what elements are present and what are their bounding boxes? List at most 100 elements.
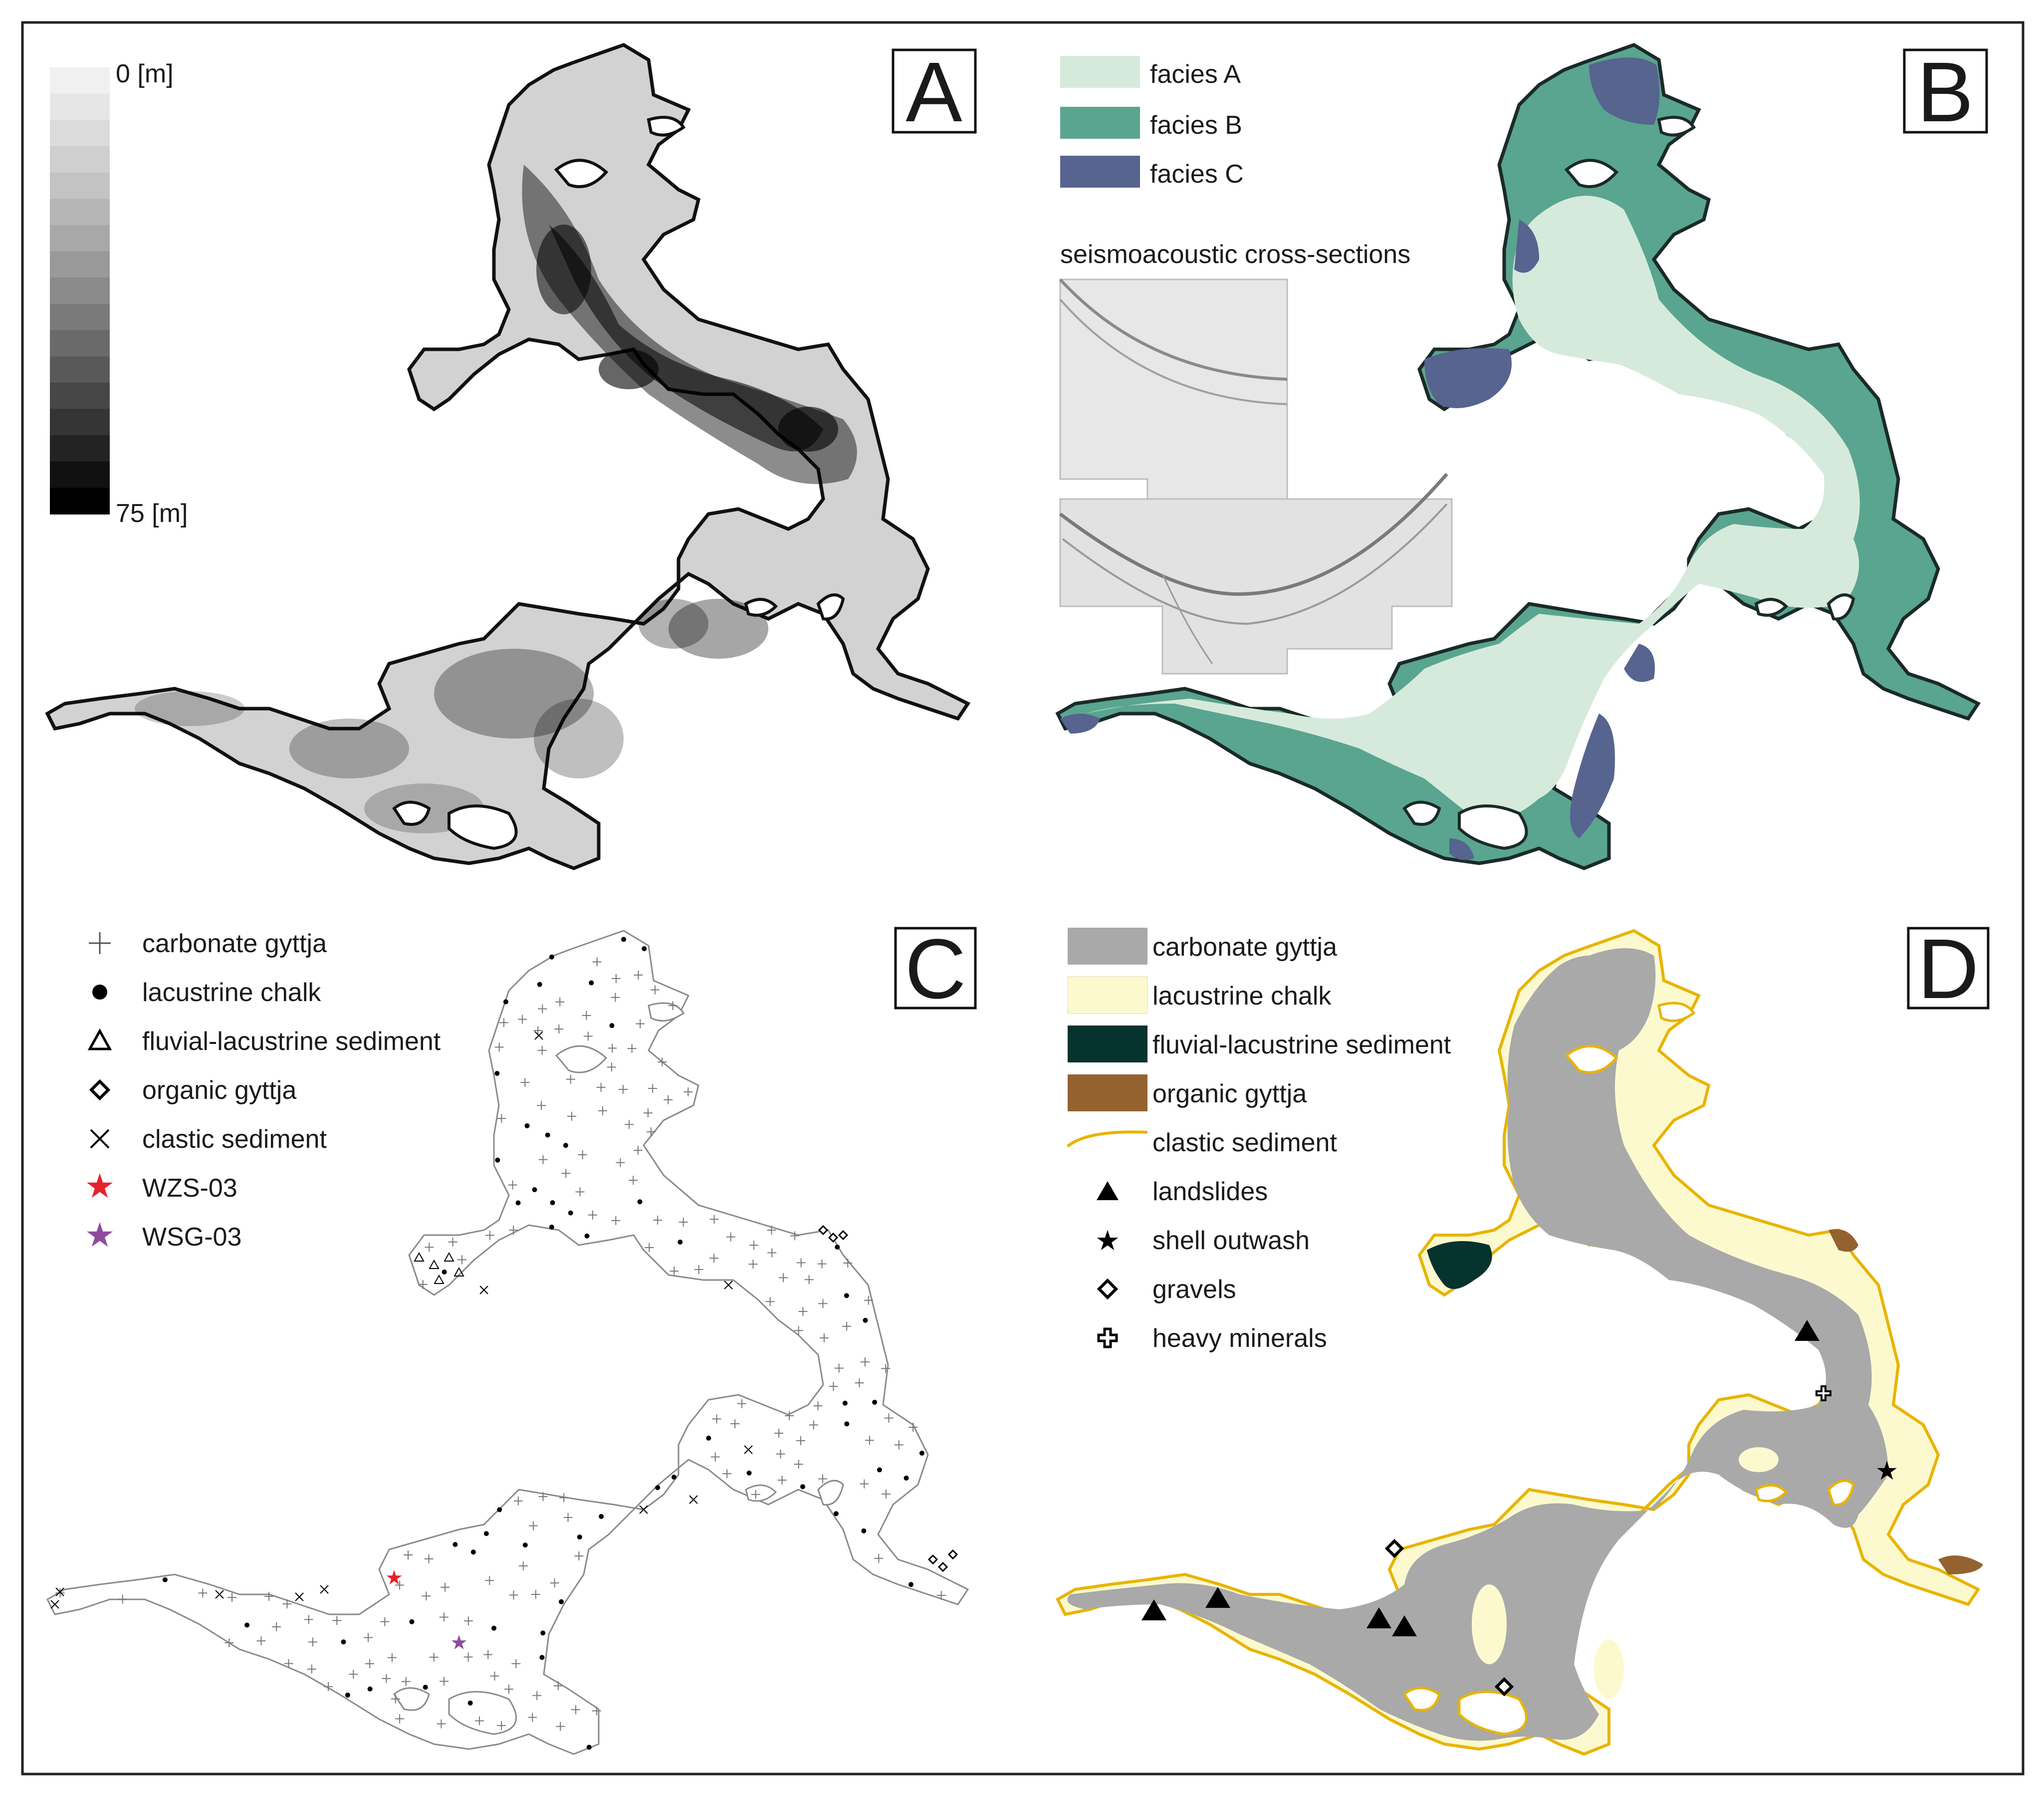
cross-icon: [534, 1031, 543, 1040]
dot-icon: [835, 1245, 840, 1250]
cross-icon: [724, 1281, 733, 1289]
dot-icon: [584, 1233, 590, 1239]
plus-icon: [483, 1650, 493, 1659]
dot-icon: [586, 1745, 592, 1750]
plus-icon: [529, 1521, 538, 1531]
dot-icon: [844, 1293, 849, 1298]
dot-icon: [540, 1630, 546, 1636]
plus-icon: [648, 1084, 658, 1093]
triangle-filled-icon: [1141, 1599, 1166, 1620]
depth-step: [50, 488, 110, 514]
depth-step: [50, 67, 110, 94]
plus-icon: [401, 1677, 411, 1686]
panel-letter: A: [906, 45, 962, 140]
plus-icon: [520, 1078, 530, 1087]
plus-icon: [633, 1146, 643, 1155]
dot-icon: [545, 1132, 550, 1138]
diamond-outline-icon: [937, 1561, 948, 1572]
dot-icon: [589, 980, 594, 986]
plus-icon: [284, 1659, 293, 1668]
plus-icon: [504, 1684, 514, 1694]
sediment-swatch: [1067, 976, 1148, 1014]
plus-icon: [874, 1553, 884, 1563]
plus-icon: [556, 1722, 565, 1731]
dot-icon: [671, 1475, 677, 1480]
plus-icon: [89, 932, 111, 954]
plus-icon: [818, 1299, 828, 1308]
plus-icon: [538, 1004, 547, 1014]
plus-icon: [829, 1382, 838, 1391]
dot-icon: [872, 1399, 878, 1405]
depth-contours: [135, 165, 857, 833]
map-symbols: ★: [1141, 1320, 1898, 1697]
depth-step: [50, 330, 110, 357]
cross-icon: [90, 1129, 110, 1149]
symbols-legend: landslides ★ shell outwash gravels heavy min…: [1095, 1177, 1327, 1353]
diamond-outline-icon: [1384, 1539, 1404, 1558]
plus-icon: [225, 1638, 234, 1647]
plus-icon: [198, 1588, 208, 1598]
plus-icon: [555, 997, 565, 1007]
dot-icon: [599, 1514, 604, 1519]
triangle-filled-icon: [1795, 1320, 1819, 1341]
plus-icon: [533, 1026, 543, 1035]
triangle-filled-icon: [1366, 1607, 1391, 1628]
plus-icon: [694, 1265, 703, 1274]
plus-icon: [629, 1176, 638, 1185]
plus-icon: [282, 1599, 292, 1609]
symbols-legend-label: heavy minerals: [1152, 1324, 1327, 1353]
facies-c-label: facies C: [1150, 160, 1244, 189]
plus-icon: [611, 974, 621, 983]
plus-icon: [499, 1018, 508, 1027]
plus-icon: [382, 1674, 391, 1683]
dot-icon: [919, 1450, 924, 1456]
plus-icon: [627, 1043, 637, 1053]
plus-icon: [881, 1489, 891, 1499]
plus-icon: [511, 1659, 521, 1668]
depth-step: [50, 303, 110, 331]
facies-legend: facies A facies B facies C: [1060, 56, 1244, 189]
plus-icon: [794, 1460, 803, 1469]
plus-icon: [749, 1241, 758, 1250]
dot-icon: [621, 937, 627, 942]
plus-icon: [518, 1015, 527, 1024]
dot-icon: [539, 1655, 545, 1660]
dot-icon: [453, 1542, 458, 1547]
plus-icon: [645, 1243, 654, 1252]
dot-icon: [549, 954, 554, 960]
plus-icon: [497, 1721, 506, 1730]
plus-icon: [574, 1551, 584, 1561]
dot-icon: [524, 1123, 530, 1128]
plus-icon: [588, 1210, 597, 1220]
plus-icon: [643, 1108, 653, 1118]
plus-icon: [819, 1333, 829, 1342]
plus-icon: [272, 1622, 281, 1632]
dot-icon: [563, 1143, 568, 1148]
fluvial-lacustrine-area: [1427, 1241, 1492, 1289]
plus-icon: [611, 993, 620, 1002]
plus-icon: [748, 1260, 758, 1269]
plus-icon: [813, 1401, 823, 1411]
plus-icon: [437, 1719, 446, 1729]
plus-icon: [553, 1681, 563, 1691]
facies-c-swatch: [1060, 156, 1140, 188]
diamond-outline-icon: [927, 1554, 938, 1565]
cross-icon: [50, 1600, 59, 1609]
points-legend: carbonate gyttja lacustrine chalk fluvial-…: [85, 929, 441, 1254]
depth-scale-max-label: 75 [m]: [116, 499, 188, 528]
plus-icon: [404, 1550, 413, 1560]
plus-icon: [737, 1399, 746, 1408]
plus-icon: [790, 1231, 799, 1241]
depth-step: [50, 435, 110, 462]
sediment-legend-label: clastic sediment: [1152, 1128, 1337, 1157]
plus-icon: [395, 1580, 405, 1590]
plus-icon: [679, 1217, 688, 1227]
seismo-cross-sections-title: seismoacoustic cross-sections: [1060, 240, 1410, 269]
dot-icon: [522, 1542, 528, 1548]
plus-icon: [664, 1095, 673, 1104]
plus-icon: [817, 1259, 827, 1269]
plus-icon: [653, 1216, 663, 1225]
triangle-outline-icon: [434, 1274, 445, 1284]
plus-icon: [538, 1492, 548, 1502]
plus-icon: [538, 1155, 548, 1164]
